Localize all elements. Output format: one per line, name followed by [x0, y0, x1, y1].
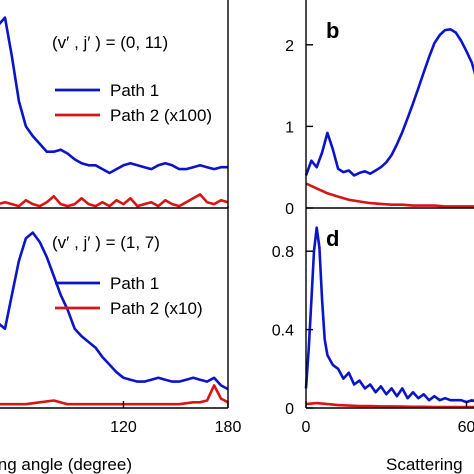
x-tick-label-d: 0	[302, 419, 311, 436]
series-line-c-path1	[0, 231, 229, 391]
series-line-a-path2	[0, 193, 229, 208]
quantum-state-annotation-a: (v′ , j′ ) = (0, 11)	[52, 33, 168, 52]
series-line-b-path1	[304, 27, 474, 177]
y-tick-label-b: 0	[285, 201, 294, 218]
series-line-b-path2	[305, 182, 474, 208]
legend-label-a-1: Path 1	[110, 81, 159, 100]
x-tick-label-d: 60	[458, 419, 474, 436]
series-line-d-path2	[305, 401, 474, 409]
x-tick-label-c: 180	[215, 419, 242, 436]
panel-b	[304, 0, 474, 209]
x-tick-label-c: 120	[110, 419, 137, 436]
legend-label-a-2: Path 2 (x100)	[110, 106, 212, 125]
panel-letter-d: d	[326, 226, 339, 251]
y-tick-label-b: 1	[285, 119, 294, 136]
legend-label-c-2: Path 2 (x10)	[110, 299, 203, 318]
y-tick-label-b: 2	[285, 38, 294, 55]
panel-a	[0, 0, 229, 209]
x-axis-label-left: ing angle (degree)	[0, 455, 132, 474]
y-tick-label-d: 0	[285, 401, 294, 418]
series-line-d-path1	[304, 226, 474, 404]
series-line-a-path1	[0, 16, 228, 175]
panel-d	[304, 208, 474, 409]
quantum-state-annotation-c: (v′ , j′ ) = (1, 7)	[52, 233, 160, 252]
panel-letter-b: b	[326, 18, 339, 43]
panel-c	[0, 206, 229, 409]
y-tick-label-d: 0.8	[272, 244, 294, 261]
series-line-c-path2	[0, 384, 229, 406]
legend-label-c-1: Path 1	[110, 274, 159, 293]
x-axis-label-right: Scattering	[386, 455, 463, 474]
y-tick-label-d: 0.4	[272, 323, 294, 340]
